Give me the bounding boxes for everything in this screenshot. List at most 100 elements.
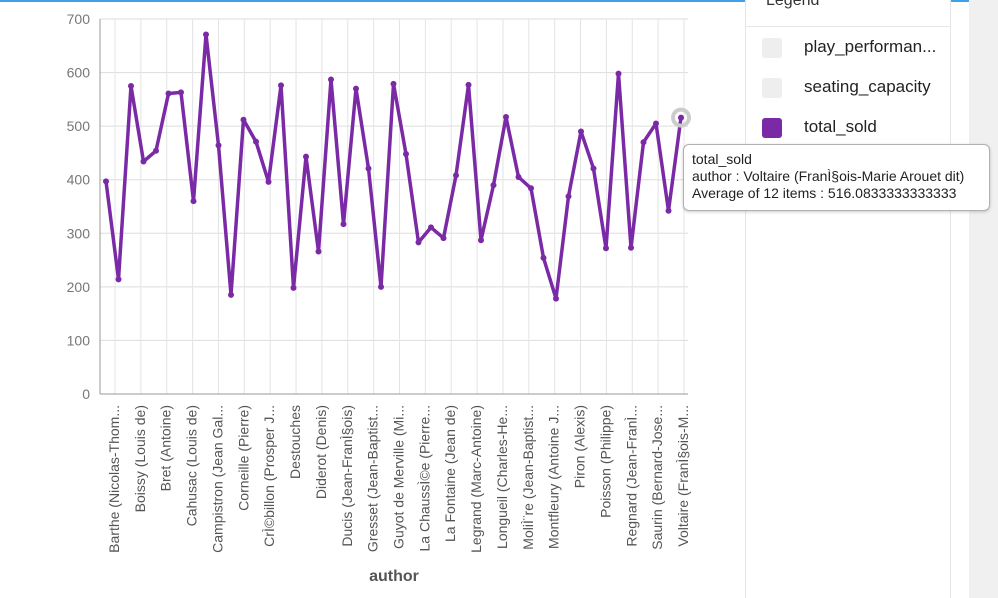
data-point[interactable] bbox=[528, 185, 534, 192]
x-tick-label: Destouches bbox=[287, 405, 303, 479]
legend-label: total_sold bbox=[804, 117, 877, 136]
axes bbox=[99, 19, 688, 395]
data-point[interactable] bbox=[303, 153, 309, 160]
data-point[interactable] bbox=[215, 142, 222, 149]
x-tick-label: La Fontaine (Jean de) bbox=[442, 405, 458, 542]
legend-swatch bbox=[762, 118, 782, 138]
data-point[interactable] bbox=[240, 116, 247, 123]
data-point[interactable] bbox=[540, 254, 547, 261]
y-tick-labels: 0 100 200 300 400 500 600 700 bbox=[67, 11, 91, 402]
data-point[interactable] bbox=[415, 239, 422, 246]
x-tick-label: Bret (Antoine) bbox=[158, 405, 174, 491]
legend-label: play_performan... bbox=[804, 37, 937, 56]
x-tick-label: Saurin (Bernard-Jose... bbox=[649, 405, 665, 550]
data-point[interactable] bbox=[378, 283, 384, 290]
data-point[interactable] bbox=[365, 165, 372, 172]
data-point[interactable] bbox=[140, 158, 147, 165]
x-tick-label: Ducis (Jean-FranÌ§ois) bbox=[339, 405, 355, 547]
data-point[interactable] bbox=[628, 244, 634, 251]
data-point[interactable] bbox=[478, 237, 484, 244]
data-point[interactable] bbox=[503, 114, 509, 121]
data-point[interactable] bbox=[128, 82, 134, 89]
y-tick-label: 0 bbox=[82, 386, 90, 402]
data-point[interactable] bbox=[103, 178, 109, 185]
line-chart: 0 100 200 300 400 500 600 700 Barthe (Nicolas-T… bbox=[67, 11, 691, 585]
data-point[interactable] bbox=[653, 120, 659, 127]
y-tick-label: 100 bbox=[67, 332, 91, 348]
y-tick-label: 700 bbox=[67, 11, 91, 27]
x-tick-label: La ChaussÌ©e (Pierre... bbox=[416, 405, 432, 552]
scrollbar-track[interactable] bbox=[969, 0, 998, 598]
data-point[interactable] bbox=[465, 81, 472, 88]
data-point[interactable] bbox=[190, 198, 197, 205]
y-tick-label: 600 bbox=[67, 65, 91, 81]
hover-highlight-ring bbox=[671, 107, 691, 128]
y-tick-label: 400 bbox=[67, 172, 91, 188]
data-point[interactable] bbox=[253, 138, 259, 145]
series-total-sold bbox=[103, 31, 691, 302]
x-tick-label: CrÌ©billon (Prosper J... bbox=[261, 405, 277, 547]
x-tick-label: Cahusac (Louis de) bbox=[184, 405, 200, 526]
data-point[interactable] bbox=[278, 82, 284, 89]
legend-swatch bbox=[762, 38, 782, 58]
data-point[interactable] bbox=[328, 76, 334, 83]
tooltip-series-name: total_sold bbox=[692, 151, 752, 167]
y-tick-label: 500 bbox=[67, 118, 91, 134]
data-point[interactable] bbox=[203, 31, 209, 38]
legend-label: seating_capacity bbox=[804, 77, 931, 96]
y-tick-label: 300 bbox=[67, 225, 91, 241]
tooltip-average: Average of 12 items : 516.0833333333333 bbox=[692, 185, 957, 201]
y-tick-label: 200 bbox=[67, 279, 91, 295]
tooltip-author: author : Voltaire (FranÌ§ois-Marie Aroue… bbox=[692, 168, 965, 184]
data-point[interactable] bbox=[403, 151, 409, 157]
data-point[interactable] bbox=[553, 295, 559, 302]
x-tick-label: Guyot de Merville (Mi... bbox=[391, 405, 407, 549]
data-point[interactable] bbox=[440, 235, 447, 242]
data-point[interactable] bbox=[590, 165, 597, 172]
x-tick-label: Boissy (Louis de) bbox=[132, 405, 148, 512]
data-point[interactable] bbox=[615, 70, 622, 77]
data-point[interactable] bbox=[515, 174, 522, 181]
legend-item-seating-capacity[interactable]: seating_capacity bbox=[746, 72, 950, 102]
legend-item-play-performances[interactable]: play_performan... bbox=[746, 32, 950, 62]
x-tick-label: Voltaire (FranÌ§ois-M... bbox=[675, 405, 691, 547]
x-tick-label: Poisson (Philippe) bbox=[597, 405, 613, 518]
x-tick-label: Regnard (Jean-FranÌ... bbox=[623, 405, 639, 547]
data-point[interactable] bbox=[315, 248, 322, 255]
x-tick-label: Diderot (Denis) bbox=[313, 405, 329, 499]
x-axis-title: author bbox=[369, 568, 419, 585]
x-tick-label: Barthe (Nicolas-Thom... bbox=[106, 405, 122, 553]
data-point[interactable] bbox=[353, 85, 359, 92]
x-tick-label: Legrand (Marc-Antoine) bbox=[468, 405, 484, 553]
data-point[interactable] bbox=[165, 90, 172, 97]
data-point[interactable] bbox=[428, 224, 434, 231]
x-tick-label: Montfleury (Antoine J... bbox=[546, 405, 562, 549]
data-point[interactable] bbox=[290, 284, 297, 291]
data-point[interactable] bbox=[640, 139, 647, 146]
legend-title: Legend bbox=[766, 0, 820, 9]
window-top-border bbox=[0, 0, 998, 2]
data-point[interactable] bbox=[490, 182, 497, 189]
data-point[interactable] bbox=[228, 291, 234, 298]
x-tick-label: Campistron (Jean Gal... bbox=[209, 405, 225, 553]
x-tick-label: Gresset (Jean-Baptist... bbox=[365, 405, 381, 552]
data-tooltip: total_sold author : Voltaire (FranÌ§ois-… bbox=[683, 144, 990, 211]
data-point[interactable] bbox=[390, 80, 397, 87]
data-point[interactable] bbox=[265, 178, 272, 185]
legend-panel: Legend play_performan... seating_capacit… bbox=[745, 0, 951, 598]
data-point[interactable] bbox=[565, 193, 572, 200]
x-tick-labels: Barthe (Nicolas-Thom... Boissy (Louis de)… bbox=[106, 405, 691, 553]
data-point[interactable] bbox=[115, 276, 122, 283]
data-point[interactable] bbox=[340, 221, 347, 228]
legend-swatch bbox=[762, 78, 782, 98]
data-point[interactable] bbox=[453, 172, 459, 179]
legend-item-total-sold[interactable]: total_sold bbox=[746, 112, 950, 142]
data-point[interactable] bbox=[603, 245, 609, 252]
data-point[interactable] bbox=[178, 89, 184, 96]
data-point[interactable] bbox=[578, 128, 584, 135]
data-point[interactable] bbox=[678, 114, 684, 121]
data-point[interactable] bbox=[665, 207, 672, 214]
data-point[interactable] bbox=[153, 147, 159, 154]
x-tick-label: Corneille (Pierre) bbox=[235, 405, 251, 511]
x-tick-label: Piron (Alexis) bbox=[572, 405, 588, 488]
